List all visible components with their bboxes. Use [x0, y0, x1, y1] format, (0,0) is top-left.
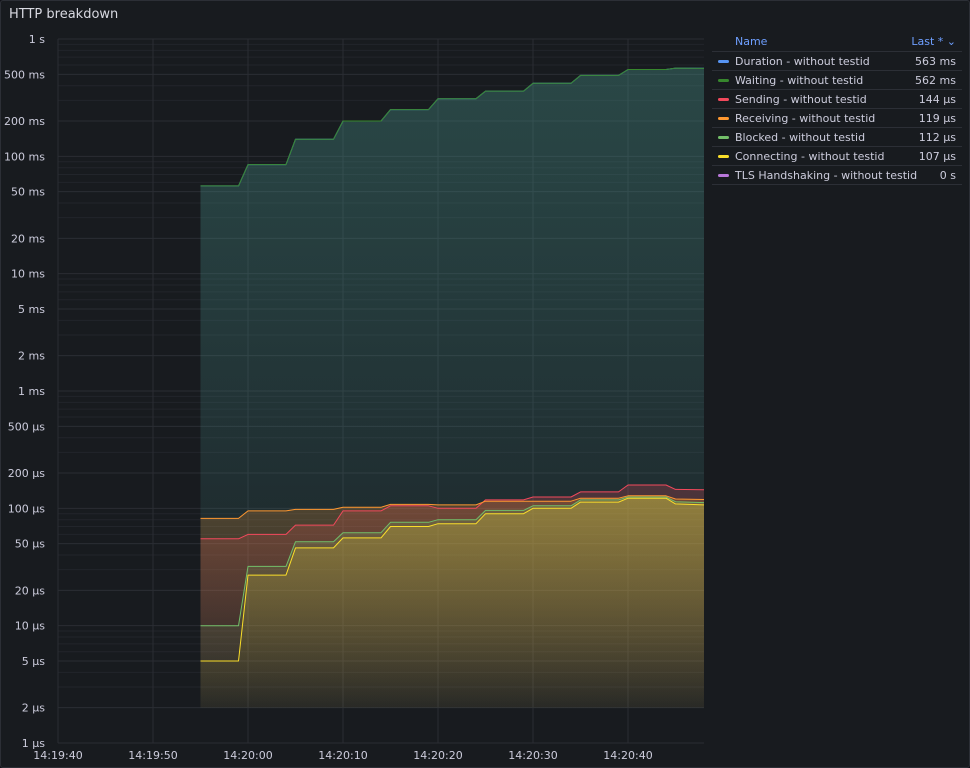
legend-series-name: Duration - without testid: [735, 54, 870, 68]
y-tick-label: 500 ms: [4, 68, 45, 81]
legend-series-name: Waiting - without testid: [735, 73, 864, 87]
legend-series-name: Sending - without testid: [735, 92, 867, 106]
y-tick-label: 5 ms: [18, 303, 45, 316]
legend-last-value: 563 ms: [915, 54, 956, 68]
y-tick-label: 1 s: [29, 33, 45, 46]
legend-row[interactable]: Sending - without testid 144 µs: [712, 90, 962, 109]
x-tick-label: 14:20:20: [413, 749, 462, 762]
legend-header: Name Last * ⌄: [712, 32, 962, 52]
series-area: [200, 498, 704, 708]
legend-swatch: [718, 97, 729, 101]
panel-title: HTTP breakdown: [9, 7, 119, 22]
series-line: [200, 67, 705, 187]
y-tick-label: 200 ms: [4, 115, 45, 128]
legend-row[interactable]: TLS Handshaking - without testid 0 s: [712, 166, 962, 185]
series-line: [200, 497, 705, 662]
legend-last-value: 562 ms: [915, 73, 956, 87]
y-tick-label: 200 µs: [8, 467, 45, 480]
legend-row[interactable]: Blocked - without testid 112 µs: [712, 128, 962, 147]
y-tick-label: 100 ms: [4, 150, 45, 163]
y-tick-label: 500 µs: [8, 420, 45, 433]
x-tick-label: 14:19:40: [33, 749, 82, 762]
legend-row[interactable]: Duration - without testid 563 ms: [712, 52, 962, 71]
x-tick-label: 14:19:50: [128, 749, 177, 762]
legend-row[interactable]: Connecting - without testid 107 µs: [712, 147, 962, 166]
x-tick-label: 14:20:40: [603, 749, 652, 762]
y-tick-label: 2 ms: [18, 350, 45, 363]
series-line: [200, 496, 705, 627]
legend-last-value: 107 µs: [918, 149, 956, 163]
legend-swatch: [718, 154, 729, 158]
legend-swatch: [718, 78, 729, 82]
series-line: [200, 495, 705, 519]
y-tick-label: 2 µs: [22, 702, 45, 715]
legend-swatch: [718, 59, 729, 63]
legend-last-value: 0 s: [939, 168, 956, 182]
legend-name-header[interactable]: Name: [735, 35, 768, 48]
y-tick-label: 20 ms: [11, 232, 45, 245]
y-tick-label: 50 µs: [15, 538, 45, 551]
legend-swatch: [718, 135, 729, 139]
legend-last-value: 112 µs: [918, 130, 956, 144]
legend-last-value: 144 µs: [918, 92, 956, 106]
y-tick-label: 100 µs: [8, 502, 45, 515]
legend-swatch: [718, 173, 729, 177]
legend-row[interactable]: Waiting - without testid 562 ms: [712, 71, 962, 90]
y-tick-label: 50 ms: [11, 186, 45, 199]
legend-last-header[interactable]: Last * ⌄: [911, 35, 956, 48]
y-tick-label: 1 ms: [18, 385, 45, 398]
legend-series-name: Receiving - without testid: [735, 111, 876, 125]
legend-series-name: Connecting - without testid: [735, 149, 885, 163]
legend-swatch: [718, 116, 729, 120]
x-tick-label: 14:20:10: [318, 749, 367, 762]
legend-row[interactable]: Receiving - without testid 119 µs: [712, 109, 962, 128]
x-tick-label: 14:20:30: [508, 749, 557, 762]
y-tick-label: 10 µs: [15, 620, 45, 633]
series-line: [200, 484, 705, 540]
y-tick-label: 1 µs: [22, 737, 45, 750]
y-tick-label: 5 µs: [22, 655, 45, 668]
legend-series-name: TLS Handshaking - without testid: [735, 168, 918, 182]
legend-last-value: 119 µs: [918, 111, 956, 125]
legend: Name Last * ⌄ Duration - without testid 5…: [712, 32, 962, 185]
y-tick-label: 20 µs: [15, 584, 45, 597]
legend-series-name: Blocked - without testid: [735, 130, 866, 144]
y-tick-label: 10 ms: [11, 268, 45, 281]
x-tick-label: 14:20:00: [223, 749, 272, 762]
